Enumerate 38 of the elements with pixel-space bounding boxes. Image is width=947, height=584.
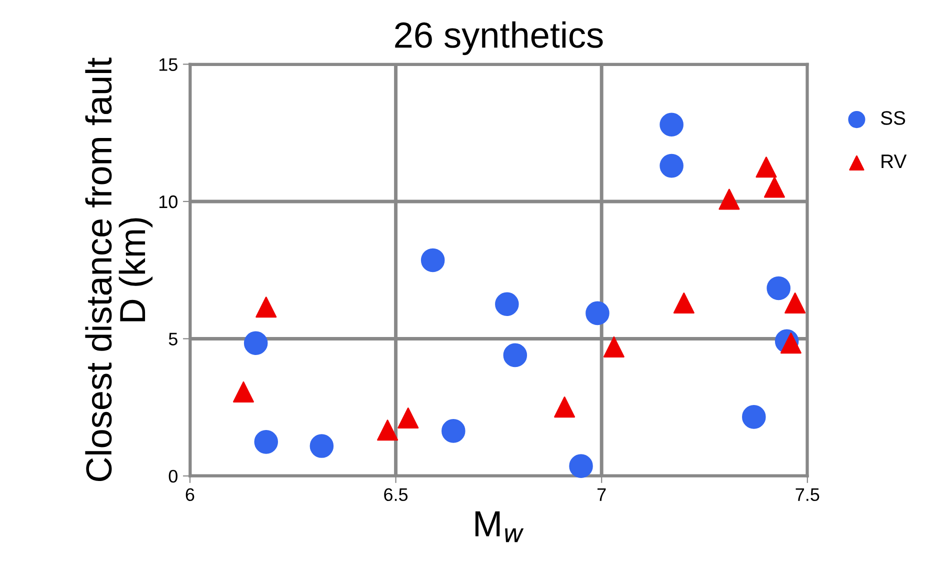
point — [254, 430, 278, 454]
point — [718, 188, 740, 210]
point — [586, 301, 610, 326]
x-tick-label: 7 — [598, 488, 606, 501]
point — [764, 176, 785, 198]
x-tick-label: 6.5 — [384, 488, 408, 502]
x-axis-title: M$_{w}$ — [475, 511, 524, 542]
y-tick-label: 5 — [168, 332, 178, 346]
point — [256, 296, 277, 318]
point — [673, 292, 694, 314]
x-tick-label: 7.5 — [796, 488, 820, 502]
point — [244, 331, 268, 356]
point — [503, 343, 528, 368]
point — [660, 154, 684, 178]
point — [569, 454, 593, 478]
point — [554, 396, 576, 418]
chart-title: 26 synthetics — [395, 21, 603, 56]
y-tick-label: 15 — [159, 58, 178, 71]
point — [232, 381, 254, 402]
point — [780, 332, 802, 354]
point — [784, 292, 806, 314]
point — [756, 156, 777, 178]
y-tick-label: 10 — [159, 195, 178, 208]
point — [742, 405, 766, 429]
point — [660, 112, 684, 137]
point — [420, 248, 445, 272]
point — [495, 292, 519, 316]
point — [766, 276, 790, 300]
point — [603, 336, 624, 358]
y-tick-label: 0 — [168, 470, 178, 483]
legend-label: RV — [882, 154, 907, 168]
point — [310, 434, 334, 458]
point — [377, 420, 398, 441]
point — [398, 408, 419, 429]
legend-label: SS — [880, 111, 906, 125]
point — [442, 419, 466, 443]
y-axis-title: Closest distance from fault D (km) — [85, 58, 153, 481]
x-tick-label: 6 — [186, 488, 194, 502]
